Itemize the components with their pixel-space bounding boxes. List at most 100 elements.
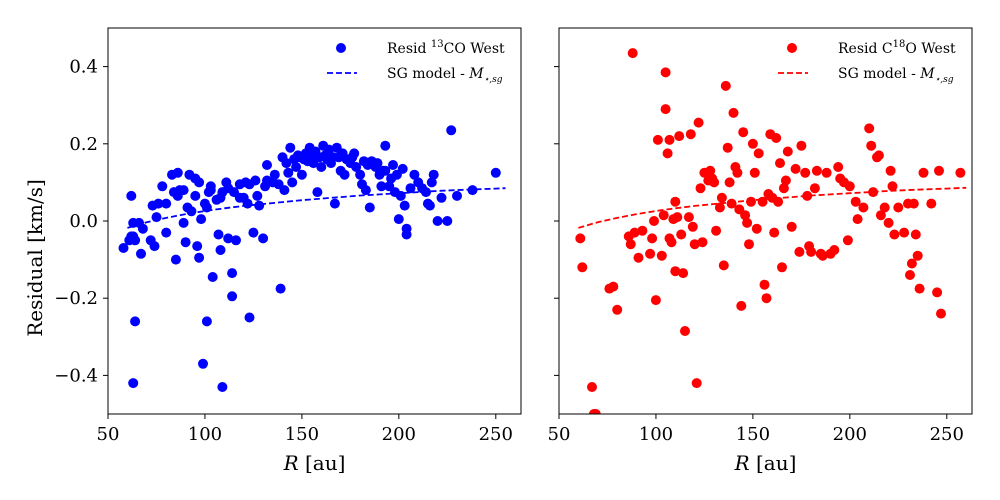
data-point: [885, 165, 896, 176]
data-point: [806, 246, 817, 257]
y-tick-label: 0.4: [69, 57, 98, 78]
data-point: [248, 227, 259, 238]
data-point: [250, 175, 261, 186]
data-point: [769, 227, 780, 238]
data-point: [782, 146, 793, 157]
data-point: [670, 196, 681, 207]
data-point: [329, 198, 340, 209]
plot-area: [575, 48, 967, 414]
data-point: [709, 177, 720, 188]
legend-label: Resid 13CO West: [387, 39, 505, 57]
data-point: [674, 131, 685, 142]
data-point: [829, 245, 840, 255]
x-axis-title: R [au]: [283, 451, 346, 475]
data-point: [637, 225, 648, 236]
scatter-series: [575, 48, 966, 414]
data-point: [926, 198, 937, 209]
data-point: [821, 167, 832, 178]
data-point: [790, 163, 801, 174]
data-point: [732, 167, 743, 178]
data-point: [678, 268, 689, 279]
data-point: [279, 185, 290, 196]
data-point: [873, 150, 884, 161]
data-point: [796, 140, 807, 151]
data-point: [811, 165, 822, 176]
y-tick-label: 0.0: [69, 211, 98, 232]
legend-marker: [336, 43, 346, 53]
data-point: [262, 160, 272, 170]
data-point: [227, 291, 238, 302]
x-tick-label: 50: [97, 424, 120, 445]
data-point: [689, 239, 700, 250]
data-point: [223, 233, 234, 244]
data-point: [287, 177, 298, 188]
data-point: [905, 270, 915, 280]
data-point: [252, 190, 263, 201]
data-point: [728, 107, 739, 118]
data-point: [364, 202, 375, 213]
data-point: [324, 144, 334, 155]
legend-label: Resid C18O West: [838, 39, 956, 57]
data-point: [747, 138, 758, 149]
data-point: [833, 162, 844, 172]
data-point: [761, 293, 772, 304]
data-point: [351, 162, 362, 172]
data-point: [716, 192, 727, 203]
data-point: [817, 250, 828, 261]
data-point: [660, 104, 671, 115]
data-point: [180, 237, 191, 248]
data-point: [660, 67, 671, 78]
data-point: [711, 225, 722, 236]
data-point: [192, 241, 203, 252]
data-point: [889, 229, 900, 240]
data-point: [296, 169, 307, 180]
data-point: [405, 183, 416, 194]
data-point: [908, 198, 919, 209]
data-point: [852, 214, 863, 225]
data-point: [714, 202, 725, 213]
data-point: [914, 283, 925, 294]
data-point: [577, 262, 588, 273]
data-point: [126, 190, 137, 201]
data-point: [388, 160, 398, 170]
data-point: [178, 217, 189, 228]
data-point: [215, 245, 226, 255]
data-point: [780, 175, 791, 186]
data-point: [231, 235, 241, 246]
data-point: [662, 148, 673, 159]
data-point: [186, 206, 197, 217]
data-point: [645, 248, 656, 259]
axes-frame: [558, 27, 973, 415]
scatter-series: [118, 125, 501, 392]
data-point: [172, 167, 183, 178]
data-point: [738, 127, 749, 138]
data-point: [932, 287, 943, 298]
data-point: [372, 158, 383, 169]
legend-label: SG model - M⋆,sg: [838, 66, 954, 85]
legend-label: SG model - M⋆,sg: [387, 66, 503, 85]
data-point: [800, 167, 811, 178]
data-point: [446, 125, 457, 136]
data-point: [893, 202, 904, 213]
data-point: [650, 295, 661, 306]
data-point: [864, 123, 875, 134]
data-point: [312, 187, 323, 198]
data-point: [656, 250, 667, 261]
data-point: [201, 316, 212, 327]
data-point: [664, 134, 675, 145]
data-point: [866, 140, 877, 151]
data-point: [749, 167, 760, 178]
data-point: [207, 272, 218, 282]
x-tick-label: 100: [639, 424, 673, 445]
data-point: [633, 252, 644, 263]
data-point: [724, 177, 735, 188]
data-point: [693, 117, 704, 128]
data-point: [910, 229, 921, 240]
data-point: [778, 183, 789, 194]
data-point: [751, 223, 762, 234]
data-point: [399, 200, 410, 211]
data-point: [393, 214, 404, 225]
data-point: [718, 260, 729, 271]
data-point: [137, 223, 148, 234]
